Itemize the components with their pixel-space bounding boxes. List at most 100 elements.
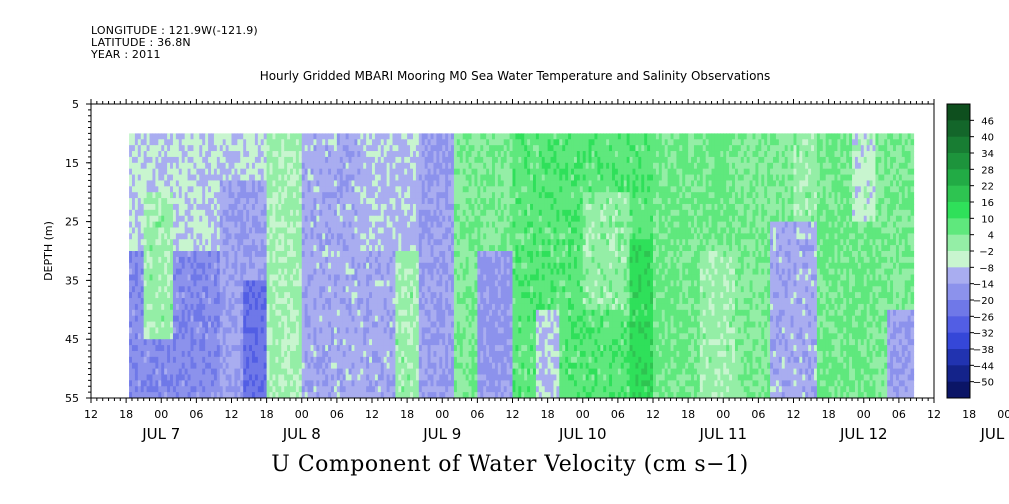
heatmap-cell: [295, 345, 300, 352]
heatmap-cell: [193, 168, 197, 176]
heatmap-cell: [292, 227, 297, 234]
heatmap-cell: [172, 321, 177, 329]
heatmap-cell: [281, 151, 285, 158]
heatmap-cell: [269, 180, 274, 187]
heatmap-cell: [202, 256, 206, 264]
heatmap-cell: [412, 151, 417, 158]
heatmap-cell: [263, 156, 268, 164]
heatmap-cell: [263, 203, 268, 211]
heatmap-cell: [407, 386, 411, 393]
heatmap-cell: [266, 268, 271, 276]
heatmap-cell: [369, 203, 373, 211]
heatmap-cell: [395, 233, 399, 240]
heatmap-cell: [190, 362, 195, 370]
heatmap-cell: [333, 180, 338, 187]
heatmap-cell: [158, 298, 162, 305]
heatmap-cell: [260, 256, 265, 264]
heatmap-cell: [167, 180, 171, 187]
heatmap-cell: [228, 162, 233, 170]
heatmap-cell: [290, 233, 294, 240]
heatmap-cell: [275, 350, 279, 358]
heatmap-cell: [199, 280, 203, 287]
heatmap-cell: [149, 280, 154, 287]
heatmap-cell: [398, 315, 402, 323]
heatmap-cell: [410, 151, 414, 158]
heatmap-cell: [228, 151, 233, 158]
heatmap-cell: [187, 203, 192, 211]
heatmap-cell: [354, 368, 358, 376]
heatmap-cell: [199, 186, 203, 193]
heatmap-cell: [155, 168, 159, 176]
heatmap-cell: [275, 298, 279, 305]
heatmap-cell: [377, 245, 382, 252]
heatmap-cell: [366, 162, 370, 170]
heatmap-cell: [301, 227, 306, 234]
heatmap-cell: [164, 192, 168, 199]
heatmap-cell: [272, 274, 277, 281]
heatmap-cell: [222, 386, 227, 393]
heatmap-cell: [213, 227, 218, 234]
heatmap-cell: [269, 174, 274, 182]
heatmap-cell: [322, 162, 326, 170]
heatmap-cell: [304, 215, 309, 223]
heatmap-cell: [216, 151, 221, 158]
heatmap-cell: [345, 256, 350, 264]
heatmap-cell: [161, 239, 165, 246]
heatmap-cell: [219, 174, 224, 182]
heatmap-cell: [366, 186, 370, 193]
heatmap-cell: [325, 280, 329, 287]
heatmap-cell: [164, 239, 168, 246]
heatmap-cell: [377, 298, 382, 305]
heatmap-cell: [199, 215, 203, 223]
heatmap-cell: [208, 145, 212, 152]
heatmap-cell: [407, 262, 411, 270]
heatmap-cell: [216, 392, 221, 398]
heatmap-cell: [339, 198, 344, 205]
heatmap-cell: [149, 368, 154, 376]
heatmap-cell: [412, 251, 417, 258]
heatmap-cell: [178, 286, 183, 293]
heatmap-cell: [380, 268, 385, 276]
heatmap-cell: [386, 198, 391, 205]
heatmap-cell: [205, 139, 209, 146]
heatmap-cell: [339, 274, 344, 281]
heatmap-cell: [196, 245, 200, 252]
heatmap-cell: [392, 268, 397, 276]
heatmap-cell: [319, 315, 323, 323]
heatmap-cell: [196, 145, 200, 152]
heatmap-cell: [363, 298, 367, 305]
heatmap-cell: [389, 245, 394, 252]
heatmap-cell: [363, 380, 367, 387]
heatmap-cell: [152, 345, 156, 352]
heatmap-cell: [360, 139, 364, 146]
heatmap-cell: [392, 256, 397, 264]
heatmap-cell: [412, 309, 417, 317]
heatmap-cell: [372, 286, 376, 293]
heatmap-cell: [331, 350, 335, 358]
heatmap-cell: [407, 139, 411, 146]
heatmap-cell: [149, 303, 154, 311]
heatmap-cell: [246, 215, 250, 223]
heatmap-cell: [269, 345, 274, 352]
heatmap-cell: [216, 350, 221, 358]
heatmap-cell: [246, 274, 250, 281]
heatmap-cell: [266, 221, 271, 229]
heatmap-cell: [410, 239, 414, 246]
heatmap-cell: [172, 356, 177, 364]
heatmap-cell: [161, 215, 165, 223]
heatmap-cell: [216, 251, 221, 258]
heatmap-cell: [401, 292, 405, 299]
heatmap-cell: [251, 298, 256, 305]
heatmap-cell: [369, 145, 373, 152]
heatmap-cell: [354, 209, 358, 217]
heatmap-cell: [284, 356, 288, 364]
heatmap-cell: [140, 174, 145, 182]
heatmap-cell: [304, 180, 309, 187]
heatmap-cell: [219, 168, 224, 176]
heatmap-cell: [137, 256, 142, 264]
heatmap-cell: [246, 174, 250, 182]
heatmap-cell: [366, 280, 370, 287]
heatmap-cell: [298, 156, 303, 164]
heatmap-cell: [313, 339, 317, 346]
heatmap-cell: [307, 174, 312, 182]
